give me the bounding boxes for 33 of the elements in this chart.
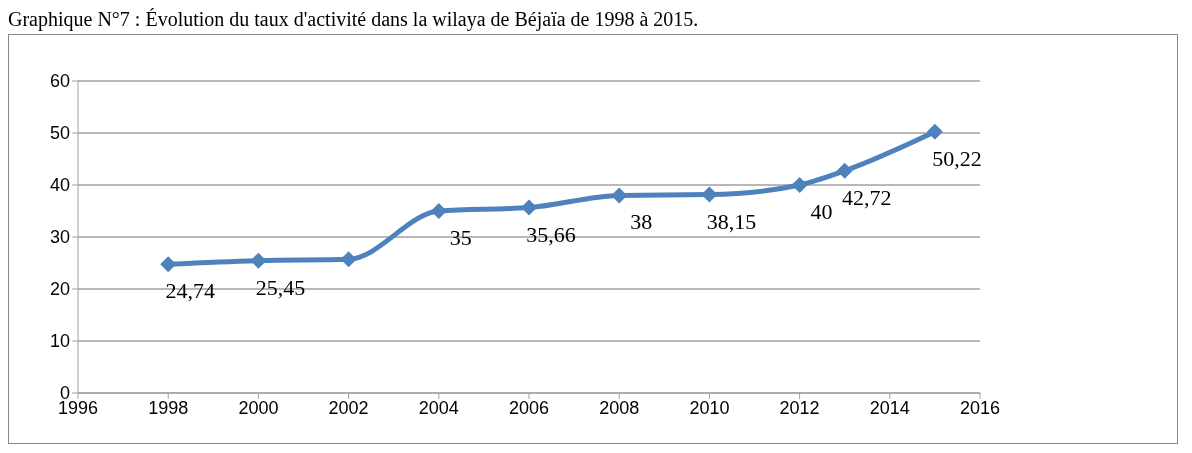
- x-tick-label: 2010: [689, 397, 730, 418]
- x-tick-label: 2006: [508, 397, 550, 418]
- data-label: 38,15: [706, 208, 757, 234]
- x-tick-label: 2014: [869, 397, 910, 418]
- point: [926, 123, 943, 140]
- x-tick-label: 2004: [418, 397, 459, 418]
- data-label: 42,72: [841, 184, 892, 210]
- point: [791, 177, 808, 193]
- y-tick-label: 10: [49, 331, 70, 352]
- point: [701, 186, 718, 203]
- data-label: 35,66: [526, 221, 576, 247]
- y-tick-label: 20: [49, 279, 70, 300]
- data-label: 38: [630, 209, 653, 235]
- x-tick-label: 1998: [148, 397, 189, 418]
- data-label: 24,74: [165, 278, 215, 304]
- y-tick-label: 40: [49, 175, 70, 196]
- data-label: 35: [449, 225, 472, 250]
- data-label: 25,45: [255, 274, 306, 300]
- point: [160, 256, 177, 273]
- x-tick-label: 2002: [328, 397, 369, 418]
- data-label: 40: [810, 199, 833, 224]
- point: [836, 162, 853, 179]
- x-tick-label: 2012: [779, 397, 820, 418]
- x-tick-label: 2008: [599, 397, 640, 418]
- point: [430, 203, 447, 219]
- x-tick-label: 2000: [238, 397, 279, 418]
- y-tick-label: 60: [49, 71, 70, 92]
- data-label: 50,22: [932, 145, 982, 171]
- x-tick-label: 2016: [959, 397, 1001, 418]
- chart-title: Graphique N°7 : Évolution du taux d'activité dans la wilaya de Béjaïa de 1998 à 2015.: [8, 8, 700, 32]
- point: [521, 199, 537, 216]
- y-tick-label: 50: [49, 123, 70, 144]
- y-tick-label: 30: [49, 227, 70, 248]
